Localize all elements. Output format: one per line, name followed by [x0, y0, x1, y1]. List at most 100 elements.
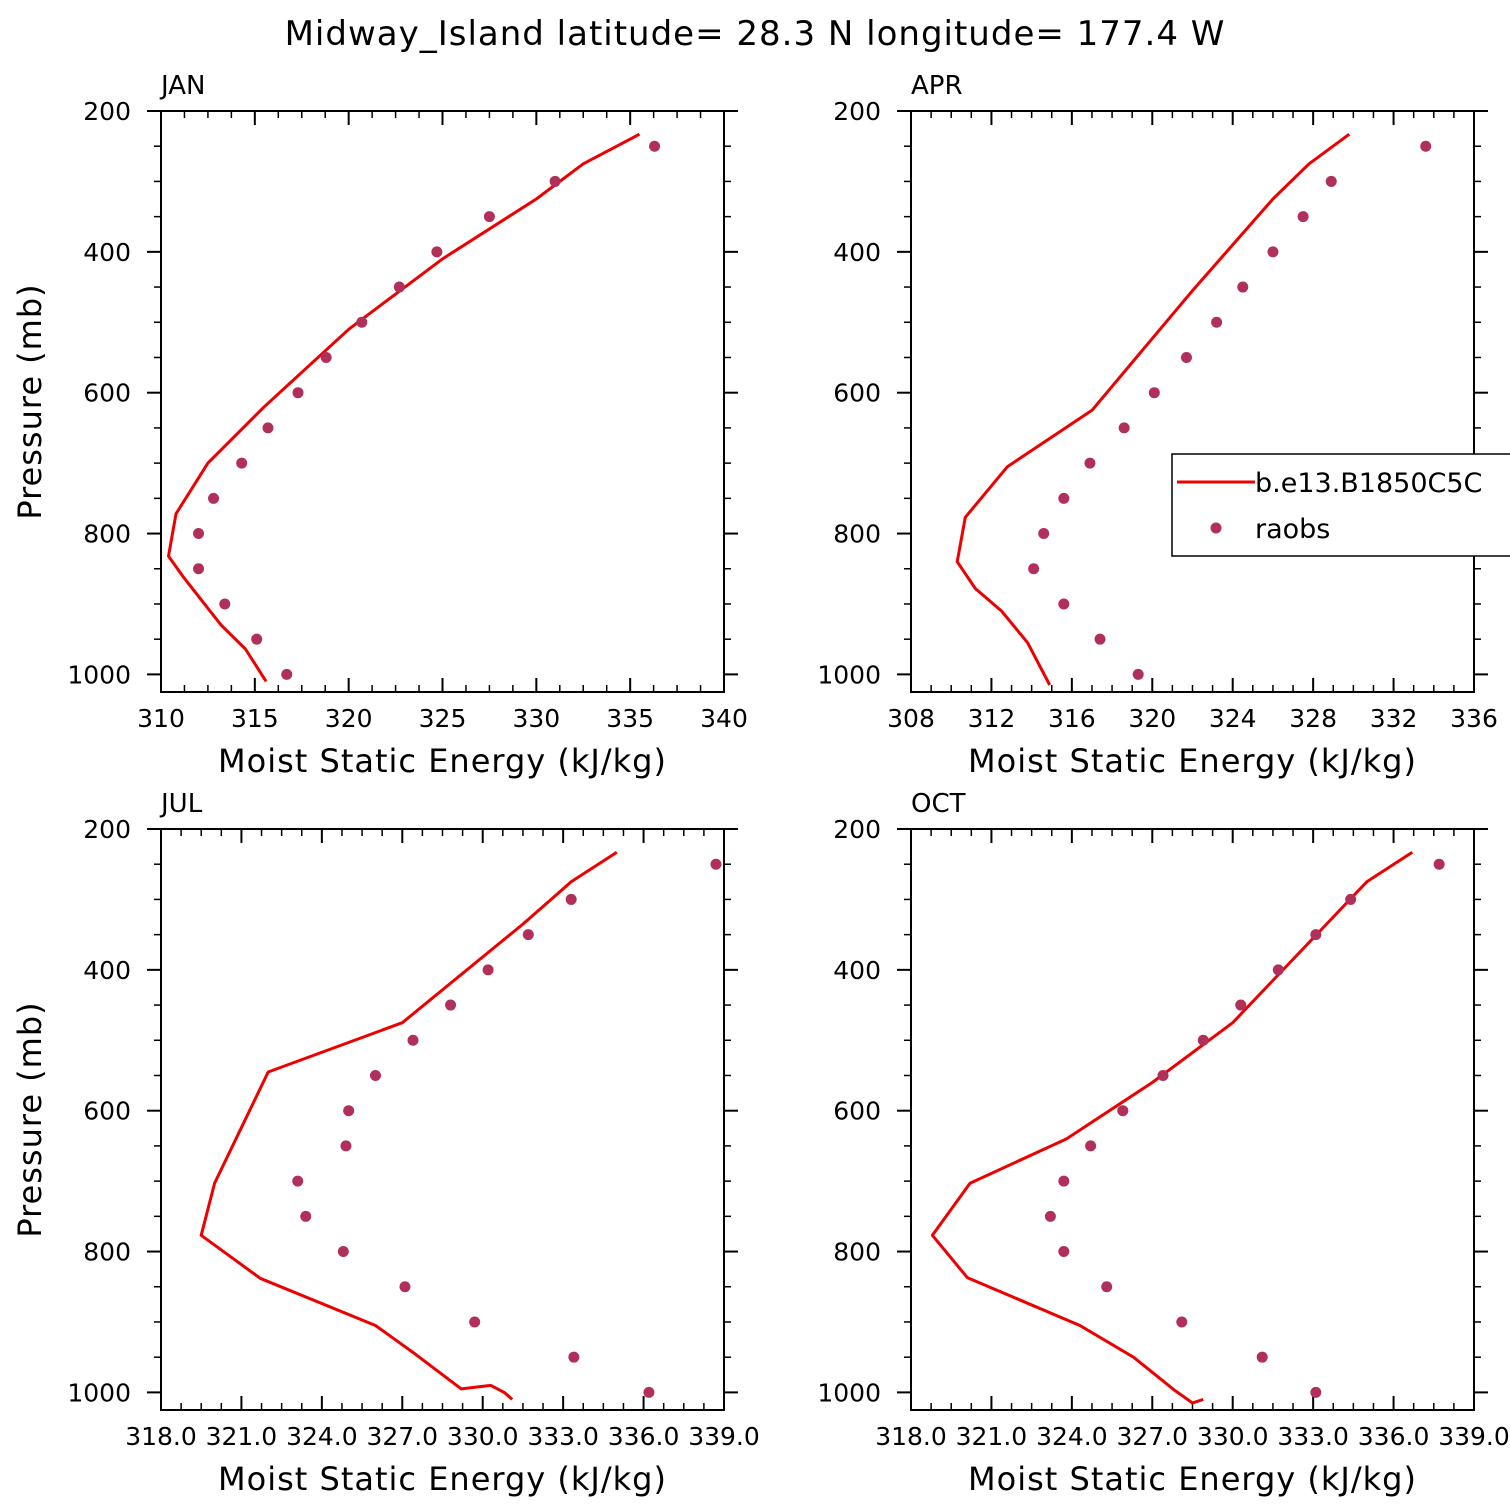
data-point-raobs — [251, 633, 263, 645]
x-tick-label: 328 — [1289, 704, 1337, 733]
y-tick-label: 800 — [833, 520, 881, 549]
legend: b.e13.B1850C5C raobs — [1171, 453, 1510, 557]
series-line-model — [930, 850, 1414, 1405]
data-point-raobs — [1028, 563, 1040, 575]
x-tick-label: 321.0 — [206, 1422, 278, 1451]
x-tick-label: 324.0 — [1036, 1422, 1108, 1451]
data-point-raobs — [1101, 1281, 1113, 1293]
series-line-model — [199, 850, 618, 1401]
x-tick-label: 308 — [887, 704, 935, 733]
x-tick-label: 318.0 — [125, 1422, 197, 1451]
series-line-model — [955, 132, 1351, 686]
data-point-raobs — [1038, 528, 1050, 540]
x-tick-label: 339.0 — [688, 1422, 760, 1451]
y-tick-label: 600 — [833, 379, 881, 408]
chart-panel-jul: JUL 318.0 321.0 324.0 327.0 330.0 333.0 336.0 33… — [11, 789, 760, 1498]
plot-area — [167, 132, 661, 683]
data-point-raobs — [1297, 211, 1309, 223]
x-tick-label: 336.0 — [608, 1422, 680, 1451]
x-tick-label: 315 — [231, 704, 279, 733]
y-tick-label: 600 — [83, 1097, 131, 1126]
data-point-raobs — [1148, 387, 1160, 399]
data-point-raobs — [320, 351, 332, 363]
x-tick-label: 339.0 — [1438, 1422, 1510, 1451]
legend-box — [1171, 453, 1510, 557]
data-point-raobs — [1310, 929, 1322, 941]
data-point-raobs — [1211, 316, 1223, 328]
data-point-raobs — [1058, 1175, 1070, 1187]
data-point-raobs — [565, 893, 577, 905]
x-tick-label: 316 — [1048, 704, 1096, 733]
y-tick-label: 600 — [83, 379, 131, 408]
data-point-raobs — [1310, 1386, 1322, 1398]
data-point-raobs — [649, 140, 661, 152]
x-tick-label: 327.0 — [1116, 1422, 1188, 1451]
data-point-raobs — [262, 422, 274, 434]
y-tick-label: 200 — [833, 97, 881, 126]
data-point-raobs — [1433, 858, 1445, 870]
data-point-raobs — [236, 457, 248, 469]
x-tick-label: 312 — [968, 704, 1016, 733]
x-tick-label: 336.0 — [1358, 1422, 1430, 1451]
data-point-raobs — [1157, 1069, 1169, 1081]
data-point-raobs — [568, 1351, 580, 1363]
x-tick-label: 320 — [1128, 704, 1176, 733]
data-point-raobs — [1272, 964, 1284, 976]
plot-area — [930, 850, 1445, 1405]
data-point-raobs — [1132, 668, 1144, 680]
data-point-raobs — [208, 492, 220, 504]
legend-label-model: b.e13.B1850C5C — [1255, 468, 1482, 499]
data-point-raobs — [643, 1386, 655, 1398]
chart-panel-oct: OCT 318.0 321.0 324.0 327.0 330.0 333.0 336.0 33… — [817, 789, 1509, 1498]
x-tick-label: 321.0 — [956, 1422, 1028, 1451]
x-tick-label: 327.0 — [366, 1422, 438, 1451]
data-point-raobs — [1180, 351, 1192, 363]
panel-title: OCT — [911, 789, 966, 819]
plot-frame — [910, 828, 1475, 1411]
plot-area — [199, 850, 722, 1401]
data-point-raobs — [369, 1069, 381, 1081]
data-point-raobs — [343, 1105, 355, 1117]
data-point-raobs — [431, 246, 443, 258]
data-point-raobs — [281, 668, 293, 680]
legend-dot-swatch — [1210, 522, 1222, 534]
data-point-raobs — [193, 563, 205, 575]
data-point-raobs — [1118, 422, 1130, 434]
data-point-raobs — [356, 316, 368, 328]
data-point-raobs — [399, 1281, 411, 1293]
y-tick-label: 1000 — [67, 1378, 131, 1407]
y-axis-label: Pressure (mb) — [11, 1001, 49, 1237]
legend-label-obs: raobs — [1255, 514, 1330, 545]
data-point-raobs — [1085, 1140, 1097, 1152]
x-tick-label: 336 — [1450, 704, 1498, 733]
y-tick-label: 200 — [833, 815, 881, 844]
data-point-raobs — [1197, 1034, 1209, 1046]
y-tick-label: 800 — [83, 520, 131, 549]
data-point-raobs — [1267, 246, 1279, 258]
y-tick-label: 200 — [83, 815, 131, 844]
data-point-raobs — [292, 387, 304, 399]
x-axis-label: Moist Static Energy (kJ/kg) — [968, 742, 1417, 780]
data-point-raobs — [292, 1175, 304, 1187]
data-point-raobs — [1058, 1246, 1070, 1258]
chart-panel-apr: APR 308 312 316 320 324 328 332 336 200 400 600 800 1… — [817, 71, 1497, 780]
y-tick-label: 1000 — [817, 660, 881, 689]
y-tick-label: 400 — [83, 238, 131, 267]
y-tick-label: 200 — [83, 97, 131, 126]
x-tick-label: 318.0 — [875, 1422, 947, 1451]
data-point-raobs — [549, 175, 561, 187]
chart-title: Midway_Island latitude= 28.3 N longitude… — [285, 14, 1226, 54]
x-tick-label: 324 — [1209, 704, 1257, 733]
panel-title: JUL — [159, 789, 203, 819]
x-axis-label: Moist Static Energy (kJ/kg) — [218, 742, 667, 780]
x-tick-label: 335 — [606, 704, 654, 733]
data-point-raobs — [445, 999, 457, 1011]
data-point-raobs — [1058, 598, 1070, 610]
x-tick-label: 320 — [325, 704, 373, 733]
data-point-raobs — [1058, 492, 1070, 504]
x-axis-label: Moist Static Energy (kJ/kg) — [218, 1460, 667, 1498]
data-point-raobs — [483, 211, 495, 223]
series-line-model — [167, 132, 641, 683]
data-point-raobs — [193, 528, 205, 540]
